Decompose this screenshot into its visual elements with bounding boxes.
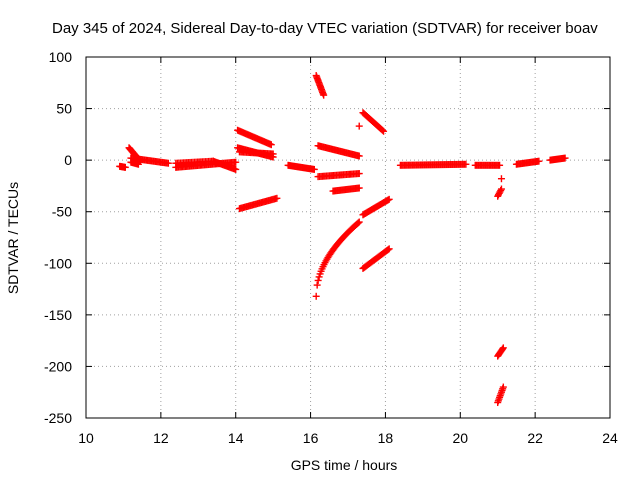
- y-tick-label: -100: [44, 255, 72, 271]
- data-point: [273, 194, 281, 202]
- data-point: [267, 141, 275, 149]
- data-point: [499, 344, 507, 352]
- x-tick-label: 22: [527, 430, 543, 446]
- y-axis-label: SDTVAR / TECUs: [5, 182, 21, 294]
- y-tick-label: 50: [56, 101, 72, 117]
- data-point: [134, 160, 142, 168]
- plot-frame: [85, 56, 611, 419]
- grid: [86, 57, 610, 418]
- y-tick-label: -50: [52, 204, 72, 220]
- data-point: [499, 383, 507, 391]
- data-point: [496, 161, 504, 169]
- data-point: [355, 152, 363, 160]
- chart-title: Day 345 of 2024, Sidereal Day-to-day VTE…: [52, 20, 598, 37]
- data-point: [462, 160, 470, 168]
- data-point: [354, 219, 362, 227]
- axis-ticks: 10 12 14 16 18 20 22 24 -250 -200 -150 -100 -50 0 50 10…: [44, 49, 618, 446]
- data-point: [355, 184, 363, 192]
- data-point: [497, 185, 505, 193]
- data-points: [116, 72, 569, 407]
- y-tick-label: -200: [44, 358, 72, 374]
- x-tick-label: 18: [378, 430, 394, 446]
- data-point: [499, 345, 507, 353]
- x-tick-label: 16: [303, 430, 319, 446]
- x-tick-label: 14: [228, 430, 244, 446]
- y-tick-label: 0: [64, 152, 72, 168]
- y-tick-label: -250: [44, 410, 72, 426]
- x-tick-label: 24: [602, 430, 618, 446]
- y-tick-label: -150: [44, 307, 72, 323]
- data-point: [385, 245, 393, 253]
- data-point: [355, 170, 363, 178]
- data-point: [269, 150, 277, 158]
- data-point: [497, 175, 505, 183]
- data-point: [121, 163, 129, 171]
- data-point: [355, 218, 363, 226]
- data-point: [355, 122, 363, 130]
- y-tick-label: 100: [49, 49, 73, 65]
- x-tick-label: 10: [78, 430, 94, 446]
- data-point: [320, 91, 328, 99]
- data-point: [535, 157, 543, 165]
- x-tick-label: 12: [153, 430, 169, 446]
- data-point: [312, 292, 320, 300]
- data-point: [232, 165, 240, 173]
- data-point: [380, 127, 388, 135]
- data-point: [385, 195, 393, 203]
- x-axis-label: GPS time / hours: [291, 457, 398, 473]
- data-point: [384, 246, 392, 254]
- x-tick-label: 20: [452, 430, 468, 446]
- data-point: [164, 159, 172, 167]
- data-point: [561, 154, 569, 162]
- data-point: [314, 276, 322, 284]
- data-point: [232, 158, 240, 166]
- data-point: [497, 186, 505, 194]
- data-point: [378, 126, 386, 134]
- data-point: [313, 281, 321, 289]
- data-point: [310, 165, 318, 173]
